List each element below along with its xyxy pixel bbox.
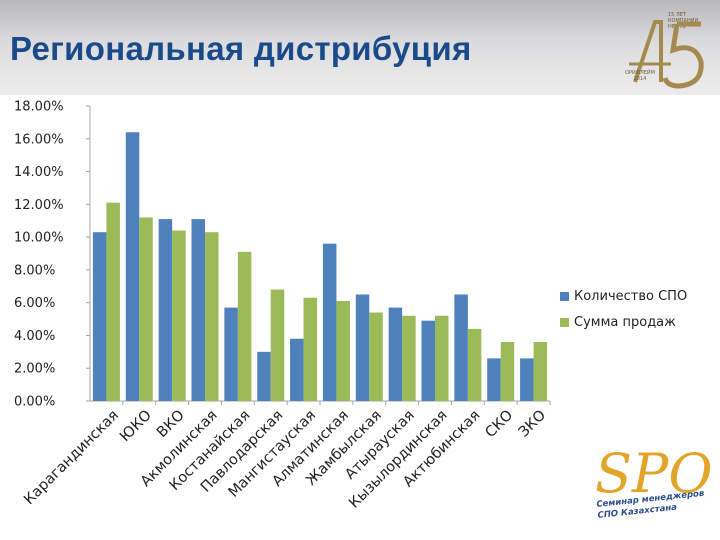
bar-series2 (139, 217, 153, 401)
bar-series2 (270, 289, 285, 401)
bar-series1 (257, 351, 271, 401)
slide-header: Региональная дистрибуция (0, 0, 720, 95)
y-tick-label: 12.00% (14, 198, 64, 213)
spo-logo: SPO (595, 442, 713, 505)
y-tick-label: 10.00% (14, 231, 64, 246)
x-tick-label: СКО (482, 407, 516, 441)
bar-series2 (369, 312, 383, 401)
y-tick-label: 16.00% (14, 132, 64, 147)
legend-label: Сумма продаж (574, 314, 676, 330)
bar-series2 (106, 202, 120, 401)
logo-name-line: 15 ЛЕТ (668, 12, 686, 18)
y-tick-label: 2.00% (14, 362, 55, 377)
bar-series2 (435, 315, 449, 401)
bar-series1 (224, 307, 238, 401)
x-tick-label: ЗКО (516, 407, 549, 440)
bar-series2 (205, 232, 219, 401)
legend-label: Количество СПО (574, 288, 688, 304)
y-tick-label: 14.00% (14, 165, 64, 180)
bar-series2 (467, 328, 482, 401)
anniversary-45-logo (629, 20, 704, 89)
y-tick-label: 4.00% (14, 329, 55, 344)
bar-series1 (388, 307, 403, 401)
x-tick-label: Карагандинская (21, 407, 122, 508)
bar-series2 (237, 251, 252, 401)
bar-series1 (454, 294, 468, 401)
bar-series1 (520, 358, 534, 401)
bar-series1 (191, 219, 205, 401)
legend-swatch (560, 317, 569, 327)
bar-series2 (303, 297, 318, 401)
bar-series1 (125, 132, 140, 401)
bar-series2 (336, 301, 350, 401)
bar-series2 (172, 230, 186, 401)
bar-chart: 0.00% 2.00% 4.00% 6.00% 8.00% 10.00% 12.00% 14.… (14, 100, 551, 512)
legend-swatch (560, 291, 569, 301)
spo-logo-text: SPO (595, 442, 713, 505)
logo-name-line: КОМПАНИИ (668, 18, 699, 24)
bar-series1 (290, 338, 304, 401)
legend-item-series1: Количество СПО (560, 286, 687, 306)
chart-legend: Количество СПО Сумма продаж (560, 286, 687, 338)
bar-series1 (92, 232, 107, 401)
bar-series1 (421, 320, 435, 401)
y-tick-label: 0.00% (14, 395, 55, 410)
x-tick-label: ЮКО (117, 407, 155, 445)
logo-footer-line: 2014 (633, 76, 647, 82)
bar-series2 (500, 342, 515, 401)
bar-series1 (158, 219, 173, 401)
logo-footer-line: ОРИФЛЕЙМ (625, 70, 655, 76)
bar-series2 (402, 315, 416, 401)
bar-series1 (355, 294, 370, 401)
bar-series1 (322, 243, 337, 401)
legend-item-series2: Сумма продаж (560, 312, 687, 332)
logo-footer: ОРИФЛЕЙМ 2014 (618, 70, 662, 82)
bar-series1 (487, 358, 501, 401)
page-title: Региональная дистрибуция (10, 30, 472, 67)
y-tick-label: 18.00% (14, 100, 64, 115)
y-tick-label: 6.00% (14, 296, 55, 311)
bar-series2 (533, 342, 548, 401)
y-tick-label: 8.00% (14, 263, 55, 278)
